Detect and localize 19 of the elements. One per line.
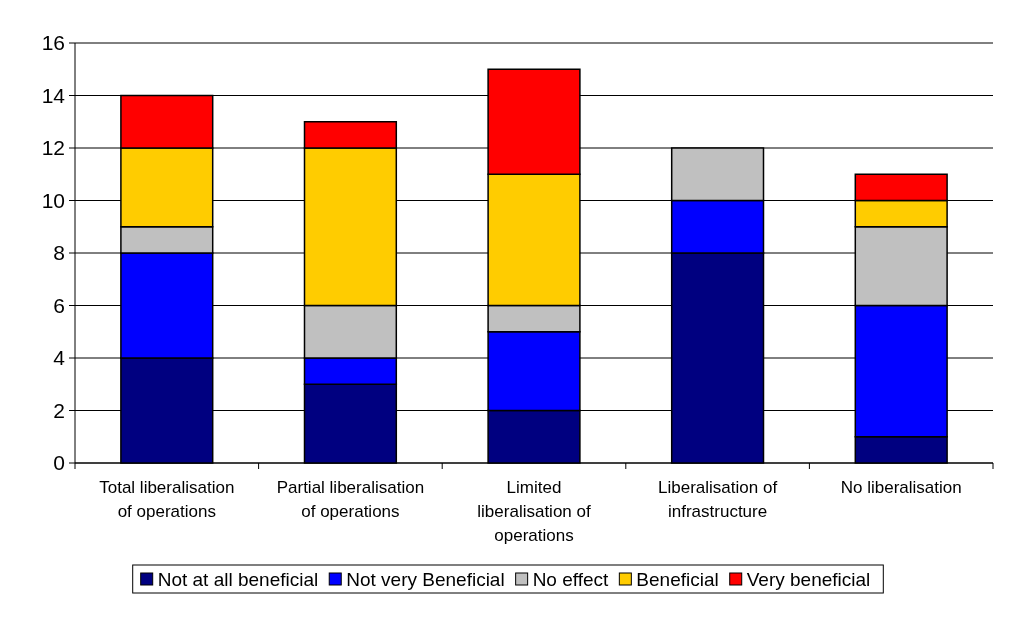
x-tick-label: Limited liberalisation of operations <box>477 478 591 545</box>
x-tick-label: Liberalisation of infrastructure <box>658 478 778 521</box>
x-tick-label: Partial liberalisation of operations <box>276 478 425 521</box>
y-tick-label: 14 <box>41 83 66 107</box>
x-tick-label: Total liberalisation of operations <box>99 478 235 521</box>
legend-label: No effect <box>532 568 610 590</box>
y-tick-label: 2 <box>53 398 65 422</box>
y-tick-label: 12 <box>41 136 65 160</box>
x-tick-label: No liberalisation <box>840 478 962 497</box>
y-tick-label: 10 <box>41 188 65 212</box>
y-tick-label: 0 <box>53 451 65 475</box>
y-tick-label: 16 <box>41 31 65 55</box>
y-tick-label: 8 <box>53 241 65 265</box>
legend-label: Very beneficial <box>746 568 871 590</box>
y-tick-label: 4 <box>53 346 66 370</box>
y-tick-label: 6 <box>53 293 65 317</box>
legend-label: Not at all beneficial <box>157 568 319 590</box>
legend-label: Not very Beneficial <box>346 568 505 590</box>
legend-label: Beneficial <box>636 568 719 590</box>
